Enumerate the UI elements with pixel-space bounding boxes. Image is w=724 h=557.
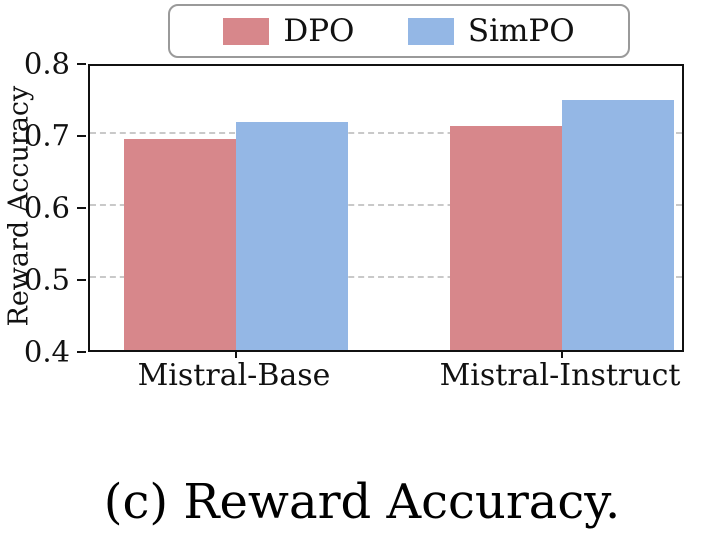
legend: DPO SimPO (168, 4, 630, 58)
y-tick-label: 0.5 (23, 262, 70, 297)
legend-label-simpo: SimPO (467, 12, 575, 49)
y-tick-mark (77, 207, 86, 209)
x-tick-label-mistral-base: Mistral-Base (137, 358, 331, 393)
legend-item-dpo: DPO (223, 12, 355, 49)
plot-wrapper: Reward Accuracy 0.4 0.5 0.6 0.7 0.8 Mistral-… (0, 49, 684, 393)
y-tick-label: 0.6 (23, 190, 70, 225)
bar-simpo (562, 100, 674, 350)
y-tick-label: 0.8 (23, 46, 70, 81)
bar-group-mistral-instruct (450, 66, 674, 350)
x-tick-mark (235, 350, 237, 358)
bar-simpo (236, 122, 348, 350)
simpo-color-swatch (407, 17, 454, 45)
plot-area (88, 64, 684, 358)
legend-label-dpo: DPO (283, 12, 355, 49)
x-tick-label-mistral-instruct: Mistral-Instruct (439, 358, 681, 393)
y-tick-mark (77, 135, 86, 137)
figure-caption: (c) Reward Accuracy. (103, 474, 621, 530)
gridline (90, 132, 682, 134)
y-tick-label: 0.4 (23, 334, 70, 369)
y-tick-mark (77, 63, 86, 65)
y-axis-ticks: 0.4 0.5 0.6 0.7 0.8 (0, 49, 86, 366)
bar-dpo (124, 139, 236, 350)
y-tick-mark (77, 279, 86, 281)
gridline (90, 204, 682, 206)
y-tick-label: 0.7 (23, 118, 70, 153)
bar-group-mistral-base (124, 66, 348, 350)
y-tick-mark (77, 351, 86, 353)
gridline (90, 276, 682, 278)
x-tick-mark (561, 350, 563, 358)
bar-dpo (450, 125, 562, 350)
legend-item-simpo: SimPO (407, 12, 575, 49)
dpo-color-swatch (223, 17, 270, 45)
